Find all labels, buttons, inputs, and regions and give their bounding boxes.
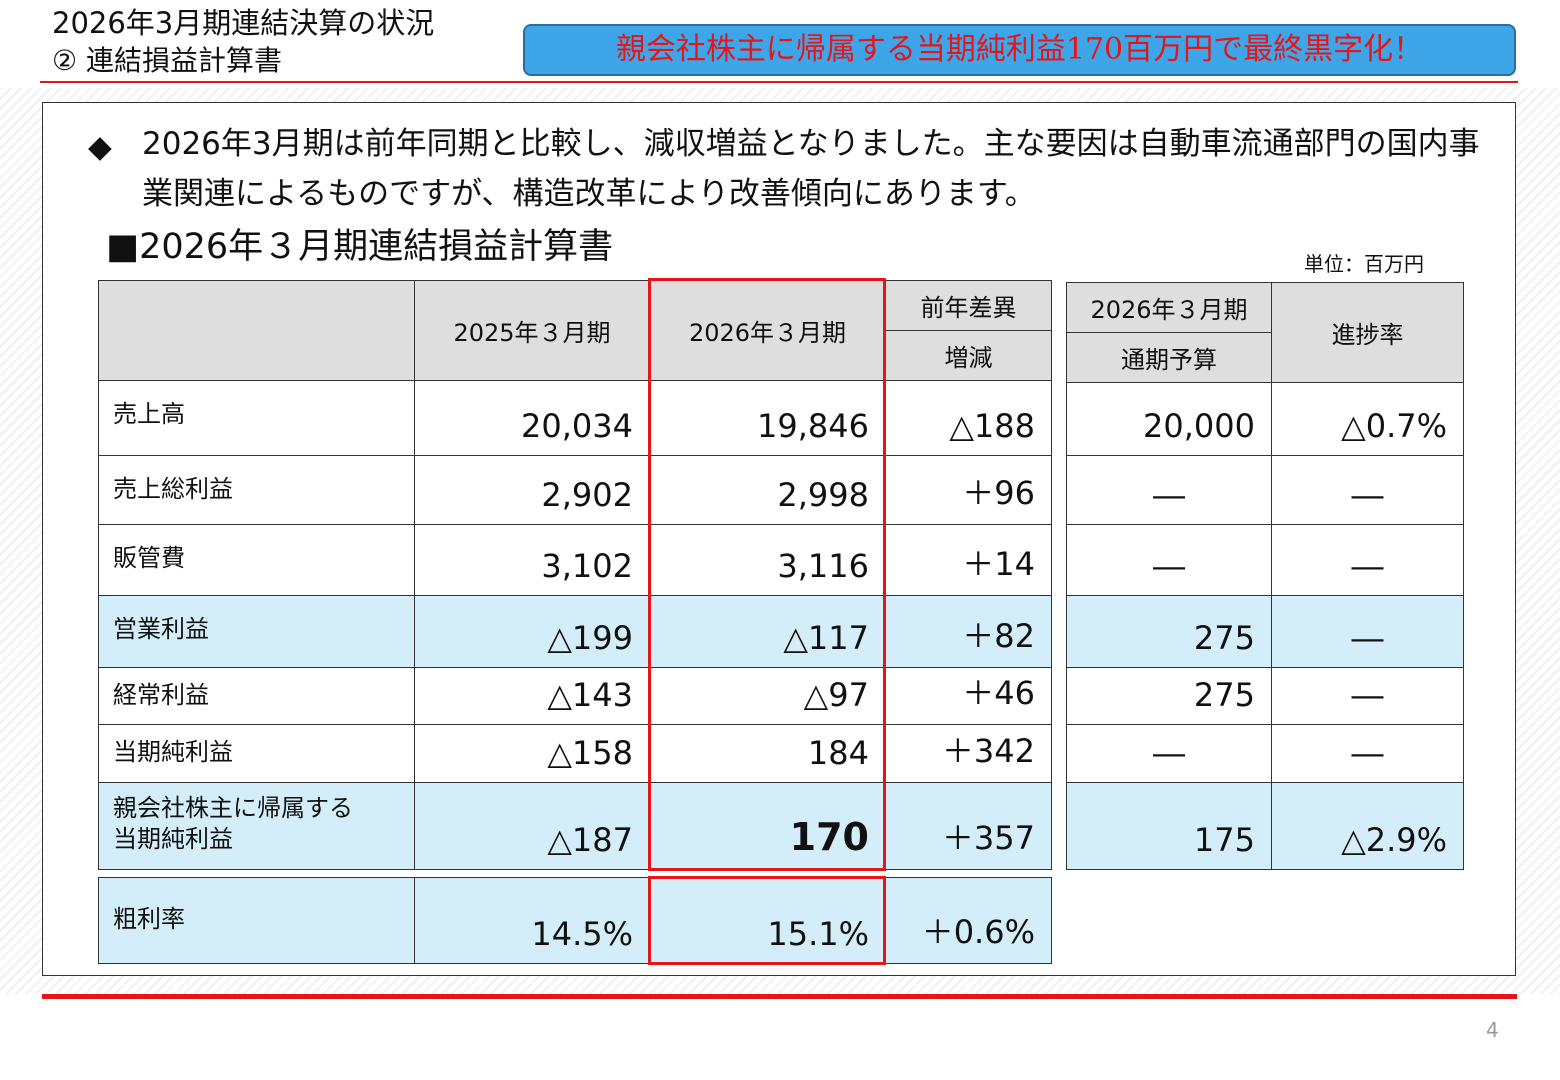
table-row-label: 売上高: [98, 380, 415, 456]
label-line-2: 当期純利益: [113, 825, 233, 853]
table-row-label: 営業利益: [98, 595, 415, 668]
table-cell: 175: [1066, 782, 1272, 870]
table-cell: ―: [1271, 595, 1464, 668]
table-cell: ―: [1066, 724, 1272, 783]
margin-row-label: 粗利率: [98, 877, 415, 964]
table-cell: 2,902: [414, 455, 650, 525]
table-cell: 20,034: [414, 380, 650, 456]
table-cell: ―: [1271, 724, 1464, 783]
diamond-bullet-icon: ◆: [88, 129, 112, 165]
table-cell: ＋46: [885, 667, 1052, 725]
table-cell: 15.1%: [649, 877, 886, 964]
top-divider: [40, 81, 1518, 83]
header-fy2025: 2025年３月期: [414, 280, 650, 381]
label-line-1: 親会社株主に帰属する: [113, 794, 353, 822]
table-cell: △188: [885, 380, 1052, 456]
table-cell: 275: [1066, 667, 1272, 725]
bottom-divider: [42, 994, 1517, 999]
header-diff-top: 前年差異: [885, 280, 1052, 331]
table-cell: 14.5%: [414, 877, 650, 964]
table-cell: 20,000: [1066, 382, 1272, 456]
table-cell: △0.7%: [1271, 382, 1464, 456]
table-cell: ＋14: [885, 524, 1052, 596]
table-cell: ―: [1271, 524, 1464, 596]
highlight-net-income-value: 170: [649, 782, 886, 870]
header-blank: [98, 280, 415, 381]
slide-title: 2026年3月期連結決算の状況: [52, 6, 435, 40]
table-cell: ―: [1271, 667, 1464, 725]
table-cell: ＋96: [885, 455, 1052, 525]
table-cell: ＋0.6%: [885, 877, 1052, 964]
table-cell: 3,116: [649, 524, 886, 596]
table-cell: △158: [414, 724, 650, 783]
slide-subtitle: ② 連結損益計算書: [52, 44, 283, 77]
headline-banner: 親会社株主に帰属する当期純利益170百万円で最終黒字化！: [523, 24, 1516, 76]
table-cell: ―: [1271, 455, 1464, 525]
table-cell: ―: [1066, 455, 1272, 525]
table-cell: ＋357: [885, 782, 1052, 870]
table-cell: 3,102: [414, 524, 650, 596]
table-cell: △199: [414, 595, 650, 668]
summary-text: 2026年3月期は前年同期と比較し、減収増益となりました。主な要因は自動車流通部…: [142, 126, 1480, 212]
table-row-label-parent-net-income: 親会社株主に帰属する 当期純利益: [98, 782, 415, 870]
table-row-label: 売上総利益: [98, 455, 415, 525]
table-cell: ―: [1066, 524, 1272, 596]
table-row-label: 当期純利益: [98, 724, 415, 783]
table-cell: 19,846: [649, 380, 886, 456]
table-row-label: 販管費: [98, 524, 415, 596]
table-cell: 2,998: [649, 455, 886, 525]
unit-label: 単位：百万円: [1304, 252, 1424, 276]
header-progress: 進捗率: [1271, 282, 1464, 383]
header-budget-bottom: 通期予算: [1066, 332, 1272, 383]
table-cell: △2.9%: [1271, 782, 1464, 870]
table-cell: 275: [1066, 595, 1272, 668]
table-row-label: 経常利益: [98, 667, 415, 725]
page-number: 4: [1486, 1018, 1499, 1042]
table-cell: △117: [649, 595, 886, 668]
header-fy2026: 2026年３月期: [649, 280, 886, 381]
header-diff-bottom: 増減: [885, 330, 1052, 381]
table-cell: △143: [414, 667, 650, 725]
table-cell: 184: [649, 724, 886, 783]
table-cell: ＋342: [885, 724, 1052, 783]
header-budget-top: 2026年３月期: [1066, 282, 1272, 333]
section-title: ■2026年３月期連結損益計算書: [106, 227, 614, 267]
table-cell: ＋82: [885, 595, 1052, 668]
table-cell: △187: [414, 782, 650, 870]
table-cell: △97: [649, 667, 886, 725]
